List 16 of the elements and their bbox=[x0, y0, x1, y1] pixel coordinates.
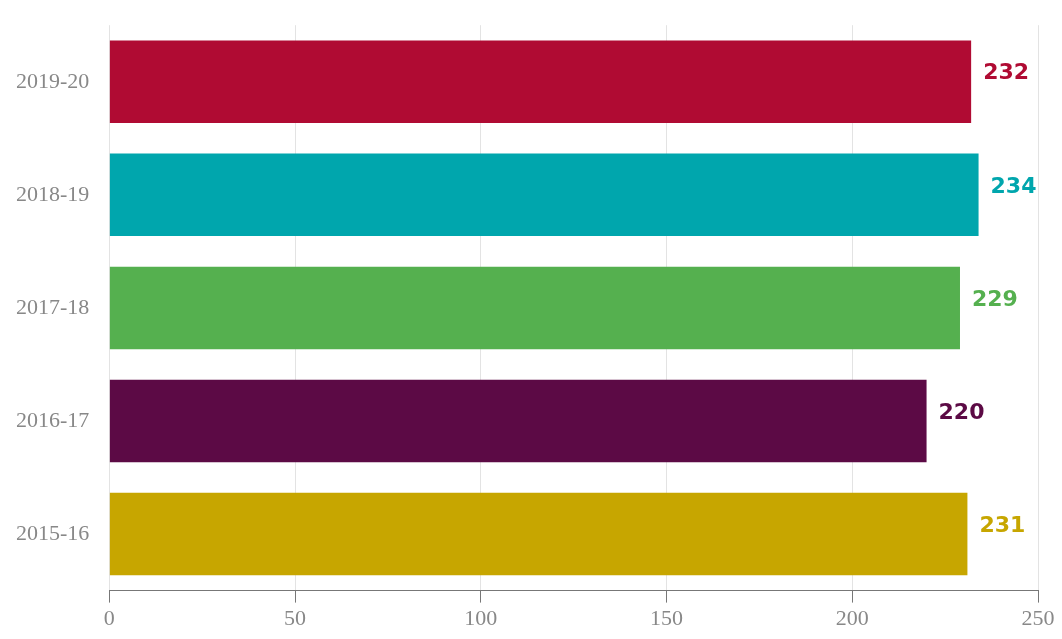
x-tick-label: 250 bbox=[1021, 604, 1055, 630]
data-label: 234 bbox=[990, 172, 1037, 198]
data-label: 229 bbox=[971, 285, 1018, 311]
data-label: 220 bbox=[938, 398, 985, 424]
data-label: 232 bbox=[983, 59, 1030, 85]
x-tick-label: 50 bbox=[284, 604, 307, 630]
x-tick-label: 0 bbox=[103, 604, 115, 630]
y-tick-label: 2018-19 bbox=[16, 180, 90, 206]
y-tick-label: 2017-18 bbox=[16, 293, 90, 319]
x-tick-label: 150 bbox=[650, 604, 684, 630]
x-tick-label: 200 bbox=[835, 604, 869, 630]
y-tick-label: 2015-16 bbox=[16, 519, 90, 545]
y-tick-label: 2016-17 bbox=[16, 406, 90, 432]
y-tick-label: 2019-20 bbox=[16, 67, 90, 93]
x-tick-label: 100 bbox=[464, 604, 498, 630]
data-label: 231 bbox=[979, 511, 1026, 537]
